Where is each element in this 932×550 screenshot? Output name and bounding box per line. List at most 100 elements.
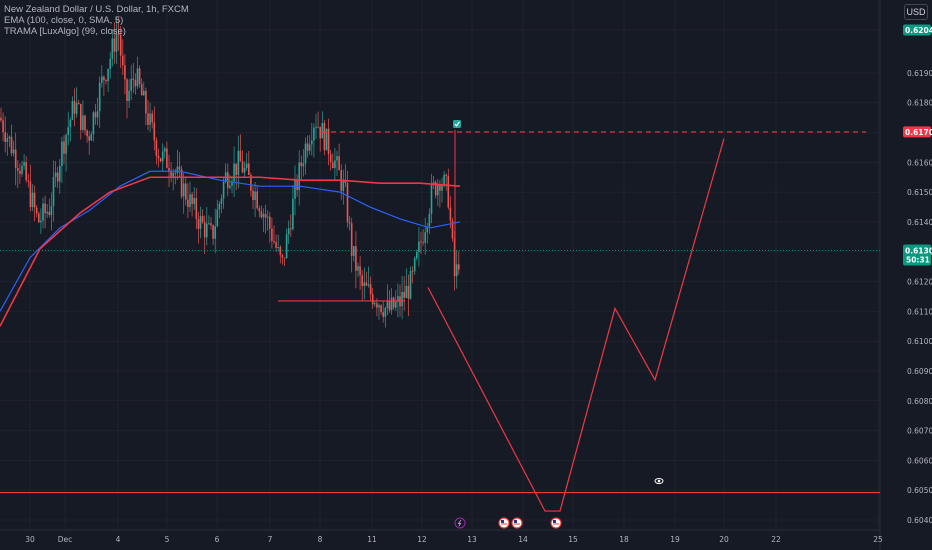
trama-legend[interactable]: TRAMA [LuxAlgo] (99, close) (4, 26, 126, 37)
candle (401, 292, 403, 307)
candle (119, 34, 122, 56)
candle (210, 223, 212, 226)
flag-canton (514, 520, 517, 523)
candle (420, 241, 422, 243)
x-tick-label: 12 (417, 535, 427, 544)
projection-path[interactable] (427, 138, 725, 512)
candle (292, 198, 294, 230)
lightning-glyph (457, 519, 462, 527)
candle (170, 171, 172, 178)
candle (90, 134, 93, 141)
candle (319, 126, 321, 139)
candle (302, 163, 305, 167)
candle (311, 140, 313, 145)
lightning-icon[interactable] (454, 517, 466, 529)
x-tick-label: 6 (215, 535, 220, 544)
candle (235, 163, 237, 176)
candle (252, 190, 254, 201)
candle (279, 247, 282, 256)
candle (157, 155, 160, 159)
candle (44, 203, 46, 214)
candle (31, 192, 34, 208)
candle (208, 223, 210, 225)
eye-icon[interactable] (654, 478, 664, 484)
candle (355, 246, 357, 271)
candle (12, 149, 15, 154)
candle (86, 130, 88, 137)
candle (82, 115, 84, 130)
candle (19, 170, 21, 174)
candle (27, 180, 30, 182)
candle (306, 143, 309, 151)
candle (275, 242, 277, 248)
candle (413, 258, 416, 272)
candle (109, 58, 111, 69)
flag-canton (553, 520, 556, 523)
candle (287, 228, 290, 235)
candle (378, 305, 380, 308)
x-tick-label: 7 (268, 535, 273, 544)
candle (317, 126, 319, 128)
x-tick-label: 19 (670, 535, 680, 544)
candle (229, 185, 231, 188)
symbol-title[interactable]: New Zealand Dollar / U.S. Dollar, 1h, FX… (4, 4, 189, 15)
candle (386, 301, 389, 308)
currency-button[interactable]: USD (904, 4, 928, 20)
candle (256, 191, 258, 209)
candle (132, 78, 135, 81)
candle (350, 223, 353, 256)
candle (269, 216, 271, 229)
candle (447, 176, 450, 208)
candle (248, 163, 250, 175)
candle (439, 184, 441, 191)
x-tick-label: 20 (719, 535, 729, 544)
candle (92, 112, 95, 135)
candle (443, 174, 445, 185)
candle (231, 181, 233, 186)
candle (405, 285, 408, 298)
candle (214, 226, 216, 239)
candle (243, 167, 246, 173)
candle (315, 126, 317, 128)
candle (367, 284, 370, 286)
candle (273, 240, 275, 243)
candle (342, 180, 345, 191)
candle (6, 138, 9, 142)
candle (332, 162, 334, 169)
candle (365, 282, 368, 286)
candle (334, 160, 336, 169)
trama-line (0, 176, 461, 327)
candle (73, 101, 76, 114)
candle (140, 83, 143, 96)
candle (50, 206, 53, 215)
candle (191, 194, 193, 204)
candle (426, 226, 429, 233)
candle (65, 134, 67, 154)
ema-legend[interactable]: EMA (100, close, 0, SMA, 5) (4, 15, 124, 26)
candle (434, 182, 437, 196)
candle (145, 90, 147, 114)
candle (101, 76, 103, 83)
time-axis[interactable]: 30 Dec 4 5 6 7 8 11 12 13 14 15 18 19 20 22 25 (25, 535, 883, 544)
candle (67, 127, 69, 135)
candle (56, 172, 59, 182)
grid (0, 0, 881, 550)
legend: New Zealand Dollar / U.S. Dollar, 1h, FX… (4, 4, 189, 37)
candle (361, 275, 363, 287)
candle (451, 220, 454, 239)
candle (327, 128, 330, 155)
candle (115, 33, 118, 52)
candle (21, 165, 23, 174)
candle (159, 158, 162, 162)
candle (237, 150, 240, 176)
candle (308, 144, 311, 151)
x-tick-label: 4 (116, 535, 121, 544)
candle (107, 68, 109, 82)
candle (59, 166, 61, 182)
